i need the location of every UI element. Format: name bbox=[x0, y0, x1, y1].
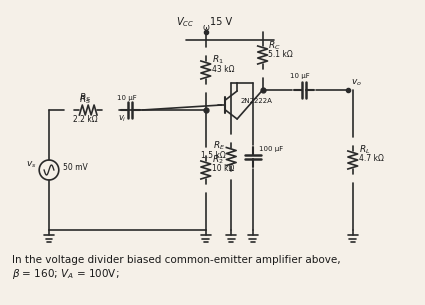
Text: $\beta$ = 160; $V_A$ = 100V;: $\beta$ = 160; $V_A$ = 100V; bbox=[12, 267, 119, 281]
Text: In the voltage divider biased common-emitter amplifier above,: In the voltage divider biased common-emi… bbox=[12, 255, 340, 265]
Text: $R_C$: $R_C$ bbox=[269, 39, 281, 52]
Text: $v_o$: $v_o$ bbox=[351, 77, 362, 88]
Text: $R_S$: $R_S$ bbox=[79, 93, 91, 106]
Text: 10 μF: 10 μF bbox=[116, 95, 136, 101]
Text: 15 V: 15 V bbox=[210, 17, 232, 27]
Text: 50 mV: 50 mV bbox=[63, 163, 88, 172]
Text: 10 μF: 10 μF bbox=[290, 73, 310, 79]
Text: $R_1$: $R_1$ bbox=[212, 54, 224, 66]
Text: 1.5 kΩ: 1.5 kΩ bbox=[201, 150, 225, 160]
Text: $R_2$: $R_2$ bbox=[212, 153, 223, 166]
Text: $R_L$: $R_L$ bbox=[359, 143, 370, 156]
Text: $v_s$: $v_s$ bbox=[26, 160, 37, 170]
Text: 10 kΩ: 10 kΩ bbox=[212, 164, 234, 173]
Text: 43 kΩ: 43 kΩ bbox=[212, 65, 234, 74]
Text: 100 μF: 100 μF bbox=[259, 146, 283, 152]
Text: 5.1 kΩ: 5.1 kΩ bbox=[269, 50, 293, 59]
Text: $V_{CC}$: $V_{CC}$ bbox=[176, 15, 194, 29]
Text: $R_E$: $R_E$ bbox=[213, 139, 225, 152]
Text: 2N2222A: 2N2222A bbox=[240, 98, 272, 104]
Text: $R_S$: $R_S$ bbox=[79, 91, 91, 103]
Text: 4.7 kΩ: 4.7 kΩ bbox=[359, 154, 383, 163]
Text: 2.2 kΩ: 2.2 kΩ bbox=[73, 115, 98, 124]
Text: $v_i$: $v_i$ bbox=[118, 114, 126, 124]
Text: ω: ω bbox=[202, 23, 209, 31]
